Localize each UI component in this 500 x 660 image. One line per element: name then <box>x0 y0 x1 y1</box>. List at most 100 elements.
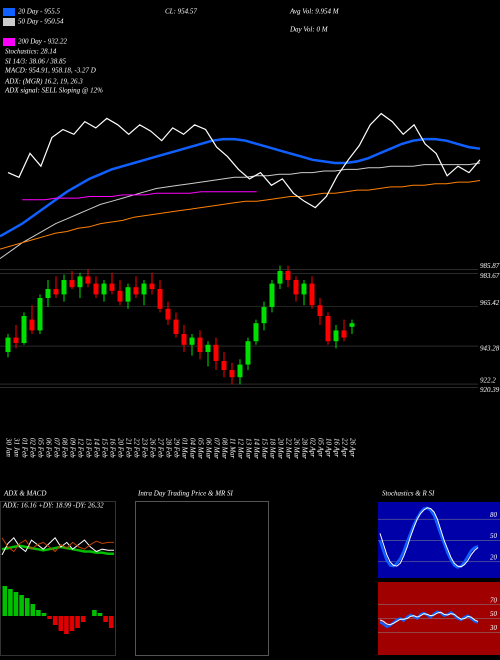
x-tick-label: 21 Feb <box>124 438 132 458</box>
macd-bar <box>13 592 19 616</box>
x-tick-label: 02 Feb <box>28 438 36 458</box>
y-tick-label: 922.2 <box>480 377 496 385</box>
y-tick-label: 920.39 <box>480 386 500 394</box>
x-tick-label: 06 Feb <box>44 438 52 458</box>
y-tick-label: 965.42 <box>480 299 500 307</box>
macd-bar <box>36 610 41 616</box>
adx-frame <box>0 501 116 656</box>
legend-entry: 20 Day - 955.5 <box>18 8 60 16</box>
legend-swatch <box>3 38 15 46</box>
candle-body <box>69 280 75 288</box>
candle-body <box>325 316 331 342</box>
annotation: ADX: (MGR) 16.2, 19, 26.3 <box>4 78 83 86</box>
candle-body <box>61 280 67 295</box>
candle-body <box>189 337 195 345</box>
macd-bar <box>97 613 103 616</box>
legend-entry: 200 Day - 932.22 <box>18 38 67 46</box>
annotation: ADX: 16.16 +DY: 18.99 -DY: 26.32 <box>2 502 104 510</box>
x-tick-label: 15 Feb <box>100 438 108 458</box>
macd-bar <box>30 604 36 616</box>
candle-body <box>181 334 187 345</box>
series-line <box>22 191 257 201</box>
annotation: MACD: 954.91, 958.18, -3.27 D <box>4 67 96 75</box>
y-tick-label: 70 <box>490 596 498 604</box>
candle-body <box>205 344 211 352</box>
candle-body <box>5 337 11 352</box>
candle-body <box>317 305 323 316</box>
macd-bar <box>2 586 8 616</box>
candle-body <box>13 337 19 343</box>
x-tick-label: 26 Apr <box>348 438 356 457</box>
candle-body <box>309 283 315 306</box>
macd-bar <box>52 616 58 625</box>
x-tick-label: 06 Mar <box>204 438 212 459</box>
candle-body <box>253 323 259 342</box>
x-tick-label: 29 Feb <box>172 438 180 458</box>
y-tick-label: 983.67 <box>480 272 500 280</box>
candle-body <box>197 337 203 352</box>
y-tick-label: 985.87 <box>480 262 500 270</box>
stoch-bg <box>378 502 500 578</box>
series-line <box>379 507 479 568</box>
x-tick-label: 26 Feb <box>148 438 156 458</box>
panel-title: Intra Day Trading Price & MR SI <box>137 490 234 498</box>
annotation: CL: 954.57 <box>165 8 197 16</box>
series-line <box>1 537 114 553</box>
legend-swatch <box>3 8 15 16</box>
candle-body <box>77 276 83 288</box>
candle-body <box>157 289 163 309</box>
candle-body <box>141 283 147 295</box>
x-tick-label: 14 Mar <box>252 438 260 459</box>
x-tick-label: 04 Mar <box>188 438 196 459</box>
y-tick-label: 80 <box>490 511 498 519</box>
x-tick-label: 14 Feb <box>92 438 100 458</box>
x-tick-label: 07 Feb <box>52 438 60 458</box>
panel-title: Stochastics & R SI <box>382 490 435 498</box>
candle-body <box>37 298 43 331</box>
macd-bar <box>58 616 64 631</box>
annotation: SI 14/3: 38.06 / 38.85 <box>5 58 67 66</box>
candle-body <box>165 308 171 320</box>
series-line <box>379 611 479 626</box>
candle-body <box>29 319 35 331</box>
x-tick-label: 05 Feb <box>36 438 44 458</box>
x-tick-label: 23 Feb <box>140 438 148 458</box>
macd-bar <box>8 589 13 616</box>
series-line <box>0 137 481 238</box>
x-tick-label: 22 Feb <box>132 438 140 458</box>
annotation: Avg Vol: 9.954 M <box>289 8 340 16</box>
y-tick-label: 50 <box>490 610 498 618</box>
annotation: Day Vol: 0 M <box>289 26 329 34</box>
candle-body <box>93 283 99 295</box>
annotation: ADX signal: SELL Sloping @ 12% <box>4 87 103 95</box>
x-tick-label: 28 Feb <box>164 438 172 458</box>
candle-body <box>341 330 347 338</box>
x-tick-label: 28 Mar <box>300 438 308 459</box>
x-tick-label: 27 Feb <box>156 438 164 458</box>
x-tick-label: 22 Mar <box>284 438 292 459</box>
macd-bar <box>24 598 30 616</box>
x-tick-label: 16 Feb <box>108 438 116 458</box>
x-tick-label: 10 Apr <box>324 438 332 457</box>
candle-body <box>21 316 27 343</box>
candle-body <box>117 290 123 302</box>
candle-body <box>109 283 115 291</box>
x-tick-label: 01 Feb <box>20 438 28 458</box>
series-line <box>378 506 479 569</box>
macd-bar <box>80 616 86 622</box>
x-tick-label: 12 Mar <box>236 438 244 459</box>
series-line <box>7 112 481 209</box>
macd-bar <box>69 616 75 631</box>
candle-body <box>101 283 107 295</box>
candle-body <box>277 271 283 284</box>
x-tick-label: 26 Mar <box>292 438 300 459</box>
y-tick-label: 30 <box>489 624 498 632</box>
series-line <box>1 537 114 556</box>
candle-body <box>269 283 275 307</box>
candle-body <box>53 289 59 295</box>
candle-body <box>261 307 267 324</box>
macd-bar <box>75 616 80 628</box>
x-tick-label: 13 Mar <box>244 438 252 459</box>
